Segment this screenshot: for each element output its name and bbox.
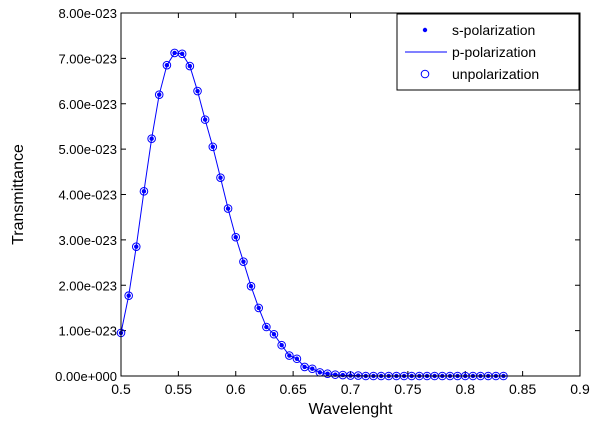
s-polarization-point bbox=[233, 234, 238, 240]
s-polarization-point bbox=[325, 371, 330, 376]
y-tick-label: 4.00e-023 bbox=[58, 188, 117, 203]
x-tick-label: 0.6 bbox=[226, 381, 246, 397]
y-tick-label: 3.00e-023 bbox=[58, 233, 117, 248]
s-polarization-point bbox=[264, 324, 269, 330]
unpolarization-point bbox=[277, 340, 286, 350]
unpolarization-point bbox=[131, 242, 141, 251]
unpolarization-point bbox=[154, 90, 164, 99]
y-tick-label: 8.00e-023 bbox=[58, 6, 117, 21]
x-tick-label: 0.85 bbox=[509, 381, 536, 397]
y-tick-label: 0.00e+000 bbox=[55, 369, 117, 384]
s-polarization-point bbox=[126, 293, 131, 298]
unpolarization-point bbox=[147, 134, 156, 143]
unpolarization-point bbox=[208, 142, 218, 152]
s-polarization-point bbox=[164, 62, 170, 68]
s-polarization-point bbox=[157, 92, 162, 97]
unpolarization-point bbox=[307, 364, 317, 374]
unpolarization-point bbox=[200, 115, 210, 124]
s-polarization-point bbox=[179, 51, 185, 57]
s-polarization-point bbox=[317, 370, 323, 375]
legend: s-polarization p-polarization unpolarizati… bbox=[396, 13, 580, 91]
x-tick-label: 0.7 bbox=[341, 381, 361, 397]
unpolarization-point bbox=[162, 60, 172, 70]
unpolarization-point bbox=[185, 61, 195, 71]
legend-label: unpolarization bbox=[452, 66, 539, 82]
s-polarization-point bbox=[287, 353, 292, 358]
unpolarization-point bbox=[193, 86, 202, 96]
unpolarization-point bbox=[269, 329, 279, 339]
s-polarization-point bbox=[279, 342, 284, 348]
unpolarization-point bbox=[246, 281, 256, 291]
unpolarization-point bbox=[239, 257, 248, 266]
x-tick-label: 0.5 bbox=[111, 381, 131, 397]
unpolarization-point bbox=[231, 232, 241, 242]
y-axis-ticks: 0.00e+000 1.00e-023 2.00e-023 3.00e-023 4.00… bbox=[55, 6, 580, 384]
y-axis-label: Transmittance bbox=[10, 144, 27, 245]
s-polarization-point bbox=[248, 283, 254, 289]
unpolarization-point bbox=[177, 49, 187, 59]
plot-frame bbox=[120, 12, 581, 377]
x-tick-label: 0.55 bbox=[165, 381, 192, 397]
y-tick-label: 1.00e-023 bbox=[58, 324, 117, 339]
s-polarization-point bbox=[210, 144, 215, 150]
s-polarization-point bbox=[340, 372, 346, 378]
unpolarization-point bbox=[254, 303, 264, 313]
s-polarization-point bbox=[294, 356, 300, 361]
s-polarization-point bbox=[302, 364, 307, 370]
unpolarization-point bbox=[262, 322, 271, 332]
s-polarization-point bbox=[195, 88, 200, 94]
legend-label: s-polarization bbox=[452, 22, 535, 38]
x-tick-label: 0.8 bbox=[456, 381, 476, 397]
x-tick-label: 0.65 bbox=[280, 381, 307, 397]
s-polarization-point bbox=[141, 189, 147, 194]
unpolarization-point bbox=[216, 173, 225, 183]
legend-label: p-polarization bbox=[452, 44, 536, 60]
legend-circle-icon bbox=[420, 69, 430, 79]
s-polarization-point bbox=[149, 136, 154, 141]
y-tick-label: 2.00e-023 bbox=[58, 278, 117, 293]
s-polarization-point bbox=[271, 332, 277, 337]
unpolarization-point bbox=[223, 204, 233, 213]
s-polarization-point bbox=[310, 366, 315, 371]
s-polarization-point bbox=[225, 206, 231, 211]
s-polarization-point bbox=[256, 305, 261, 311]
x-tick-label: 0.75 bbox=[394, 381, 421, 397]
legend-dot-icon bbox=[422, 27, 428, 33]
x-tick-label: 0.9 bbox=[570, 381, 590, 397]
y-tick-label: 7.00e-023 bbox=[58, 51, 117, 66]
x-axis-label: Wavelenght bbox=[309, 401, 393, 418]
s-polarization-point bbox=[241, 259, 246, 264]
unpolarization-point bbox=[285, 351, 294, 360]
s-polarization-point bbox=[187, 63, 193, 69]
unpolarization-point bbox=[139, 187, 149, 196]
unpolarization-point bbox=[292, 354, 302, 364]
s-polarization-point bbox=[134, 244, 139, 249]
y-tick-label: 6.00e-023 bbox=[58, 97, 117, 112]
y-tick-label: 5.00e-023 bbox=[58, 142, 117, 157]
s-polarization-point bbox=[218, 175, 223, 180]
s-polarization-point bbox=[172, 50, 177, 56]
unpolarization-point bbox=[124, 291, 133, 300]
s-polarization-point bbox=[202, 117, 208, 122]
